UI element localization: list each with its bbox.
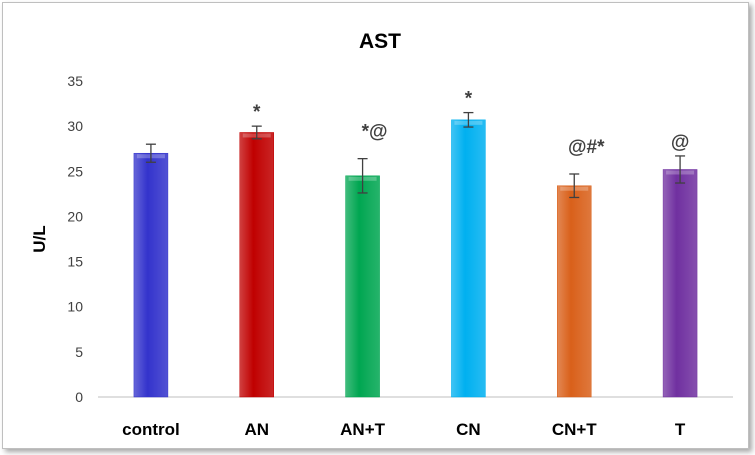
x-category-label: T [675, 420, 686, 439]
significance-annotation: @#* [568, 137, 605, 158]
x-category-label: AN [244, 420, 269, 439]
bar-chart: AST U/L 0 5 10 15 20 25 30 35 * *@ * @#* @ control A… [30, 30, 733, 439]
x-category-label: CN+T [552, 420, 597, 439]
bar-an [239, 132, 274, 398]
x-category-label: CN [456, 420, 481, 439]
bar-cn [451, 119, 486, 398]
significance-annotation: *@ [362, 122, 388, 143]
bar-t [662, 169, 698, 398]
y-axis-label: U/L [30, 225, 49, 252]
y-tick-label: 30 [67, 118, 83, 134]
bar-cn-plus-t [557, 185, 592, 398]
y-tick-label: 5 [75, 344, 83, 360]
bar-control [133, 152, 169, 398]
y-tick-label: 0 [75, 389, 83, 405]
y-tick-label: 15 [67, 254, 83, 270]
y-tick-label: 20 [67, 208, 83, 224]
chart-frame: AST U/L 0 5 10 15 20 25 30 35 * *@ * @#* @ control A… [2, 2, 749, 449]
x-category-label: AN+T [340, 420, 385, 439]
y-axis-ticks: 0 5 10 15 20 25 30 35 [67, 73, 83, 405]
x-axis-labels: control AN AN+T CN CN+T T [122, 420, 686, 439]
significance-annotation: * [253, 102, 261, 123]
bars: * *@ * @#* @ [133, 89, 698, 398]
x-category-label: control [122, 420, 180, 439]
chart-title: AST [359, 30, 401, 53]
significance-annotation: * [465, 89, 473, 110]
y-tick-label: 35 [67, 73, 83, 89]
y-tick-label: 25 [67, 163, 83, 179]
bar-an-plus-t [345, 175, 380, 398]
y-tick-label: 10 [67, 299, 83, 315]
significance-annotation: @ [671, 132, 690, 153]
